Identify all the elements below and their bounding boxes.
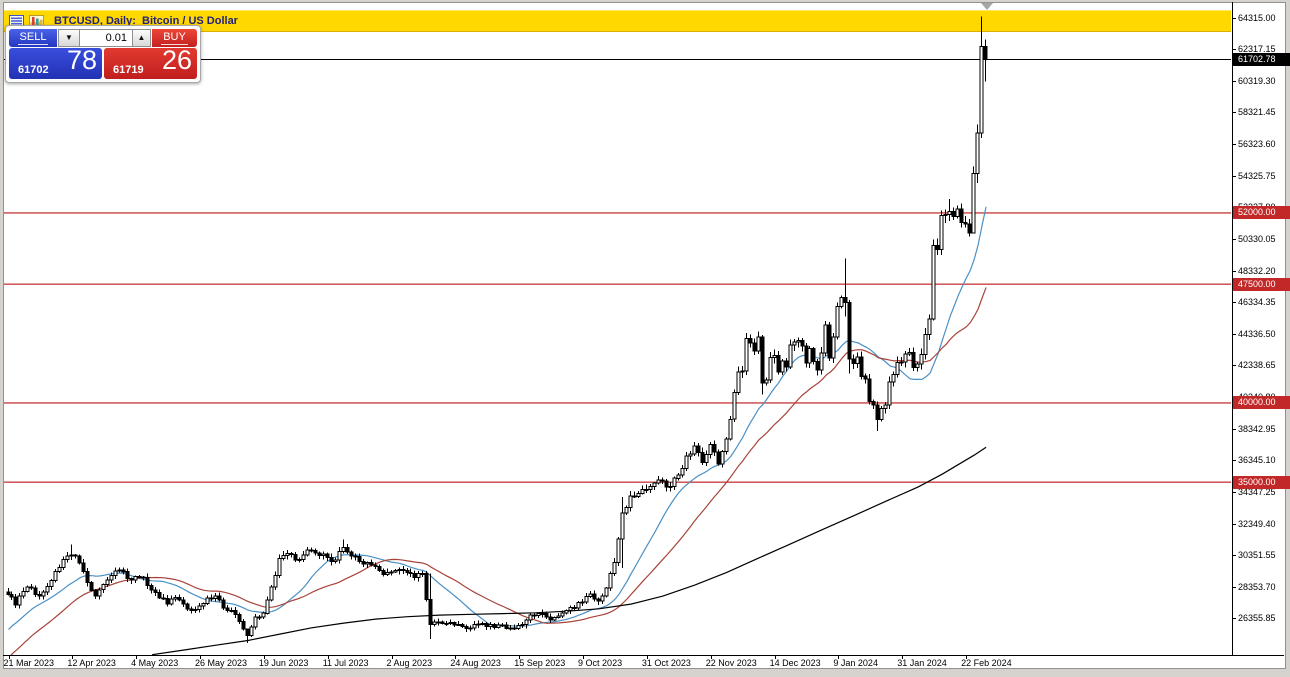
chart-canvas[interactable] (0, 0, 1232, 656)
price-tick: 36345.10 (1232, 455, 1290, 466)
time-tick (710, 655, 712, 659)
time-tick (455, 655, 457, 659)
time-tick (646, 655, 648, 659)
time-tick (583, 655, 585, 659)
time-tick (72, 655, 74, 659)
time-tick-label: 4 May 2023 (131, 658, 179, 668)
price-axis[interactable]: 64315.00 62317.15 60319.30 58321.45 56323.60… (1232, 0, 1290, 655)
price-tick: 46334.35 (1232, 297, 1290, 308)
price-tick: 44336.50 (1232, 329, 1290, 340)
buy-price-main: 61719 (113, 64, 144, 76)
time-tick (966, 655, 968, 659)
time-axis[interactable]: 21 Mar 2023 12 Apr 2023 4 May 2023 26 May 2… (0, 655, 1232, 669)
sell-quote-box[interactable]: 61702 78 (9, 45, 102, 79)
chart-shift-marker-icon (981, 3, 994, 10)
price-tick: 30351.55 (1232, 550, 1290, 561)
time-tick-label: 21 Mar 2023 (3, 658, 55, 668)
volume-increase-button[interactable]: ▲ (132, 29, 151, 47)
one-click-trading-panel: SELL ▼ ▲ BUY 61702 78 61719 26 (5, 25, 201, 83)
buy-button-label: BUY (161, 31, 188, 45)
time-tick (263, 655, 265, 659)
level-price-label: 47500.00 (1233, 277, 1290, 291)
time-tick (391, 655, 393, 659)
price-tick: 34347.25 (1232, 487, 1290, 498)
chart-title: BTCUSD, Daily: Bitcoin / US Dollar (54, 15, 238, 27)
time-tick (838, 655, 840, 659)
buy-quote-box[interactable]: 61719 26 (104, 45, 197, 79)
level-price-label: 52000.00 (1233, 206, 1290, 220)
time-tick-label: 15 Sep 2023 (514, 658, 566, 668)
time-tick-label: 2 Aug 2023 (386, 658, 433, 668)
time-tick-label: 26 May 2023 (195, 658, 248, 668)
time-tick (519, 655, 521, 659)
price-tick: 38342.95 (1232, 424, 1290, 435)
time-tick-label: 19 Jun 2023 (258, 658, 309, 668)
time-tick-label: 14 Dec 2023 (769, 658, 821, 668)
price-axis-separator (1232, 2, 1233, 655)
price-tick: 62317.15 (1232, 44, 1290, 55)
volume-input[interactable] (80, 29, 132, 47)
price-tick: 48332.20 (1232, 266, 1290, 277)
price-tick: 42338.65 (1232, 360, 1290, 371)
buy-price-pips: 26 (161, 45, 192, 75)
time-tick (327, 655, 329, 659)
time-tick (200, 655, 202, 659)
level-price-label: 35000.00 (1233, 475, 1290, 489)
price-tick: 54325.75 (1232, 171, 1290, 182)
time-tick (8, 655, 10, 659)
time-tick-label: 9 Oct 2023 (578, 658, 623, 668)
volume-decrease-button[interactable]: ▼ (58, 29, 80, 47)
price-tick: 58321.45 (1232, 107, 1290, 118)
time-tick-label: 12 Apr 2023 (67, 658, 116, 668)
price-tick: 50330.05 (1232, 234, 1290, 245)
time-tick-label: 22 Nov 2023 (705, 658, 757, 668)
price-tick: 64315.00 (1232, 13, 1290, 24)
time-tick-label: 9 Jan 2024 (833, 658, 878, 668)
bid-price-label: 61702.78 (1233, 52, 1290, 66)
time-tick (774, 655, 776, 659)
chart-title-bar[interactable]: BTCUSD, Daily: Bitcoin / US Dollar (4, 10, 1231, 32)
time-tick (136, 655, 138, 659)
sell-button-label: SELL (17, 31, 49, 45)
price-tick: 60319.30 (1232, 76, 1290, 87)
chart-surface (3, 2, 1286, 669)
time-tick-label: 24 Aug 2023 (450, 658, 501, 668)
price-tick: 56323.60 (1232, 139, 1290, 150)
sell-price-main: 61702 (18, 64, 49, 76)
time-tick-label: 22 Feb 2024 (961, 658, 1012, 668)
price-tick: 26355.85 (1232, 613, 1290, 624)
time-tick-label: 11 Jul 2023 (322, 658, 369, 668)
time-tick (902, 655, 904, 659)
time-tick-label: 31 Oct 2023 (641, 658, 691, 668)
sell-button[interactable]: SELL (9, 29, 57, 47)
price-tick: 32349.40 (1232, 519, 1290, 530)
time-axis-separator (3, 655, 1284, 656)
time-tick-label: 31 Jan 2024 (897, 658, 947, 668)
sell-price-pips: 78 (66, 45, 97, 75)
level-price-label: 40000.00 (1233, 396, 1290, 410)
price-tick: 28353.70 (1232, 582, 1290, 593)
buy-button[interactable]: BUY (152, 29, 197, 47)
